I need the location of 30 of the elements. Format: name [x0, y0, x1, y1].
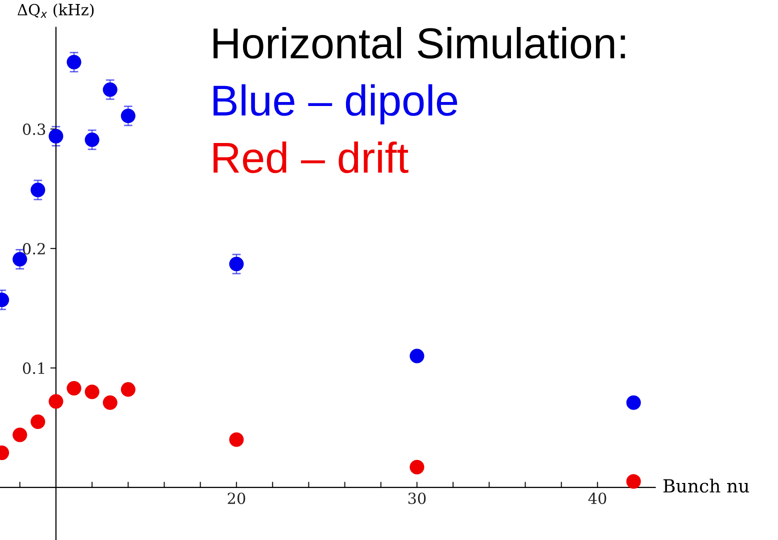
- y-tick-label: 0.2: [22, 242, 45, 255]
- point: [66, 54, 82, 70]
- point: [102, 82, 118, 97]
- point: [229, 432, 244, 447]
- point: [66, 380, 82, 396]
- y-tick-label: 0.3: [22, 123, 46, 136]
- point: [229, 256, 244, 272]
- x-tick-label: 20: [228, 492, 246, 504]
- point: [410, 460, 424, 474]
- point: [102, 395, 118, 410]
- text: Red – drift: [214, 141, 408, 174]
- point: [410, 348, 424, 364]
- x-tick-label: 40: [588, 492, 606, 504]
- point: [626, 474, 641, 489]
- series-label: Blue – dipole: [214, 84, 458, 124]
- point: [12, 428, 28, 442]
- point: [30, 182, 46, 198]
- point: [120, 382, 136, 397]
- y-tick-label: 0.1: [22, 362, 44, 374]
- x-axis-title: Bunch nu: [663, 478, 750, 493]
- x-tick-label: 30: [408, 492, 426, 504]
- chart-title: Horizontal Simulation:: [214, 27, 625, 59]
- point: [84, 384, 100, 400]
- point: [120, 108, 136, 124]
- point: [626, 395, 641, 410]
- y-axis-title: ΔQ$_{x}$ (kHz): [18, 4, 94, 18]
- point: [48, 394, 64, 409]
- point: [48, 128, 64, 144]
- point: [84, 132, 100, 148]
- point: [30, 414, 46, 430]
